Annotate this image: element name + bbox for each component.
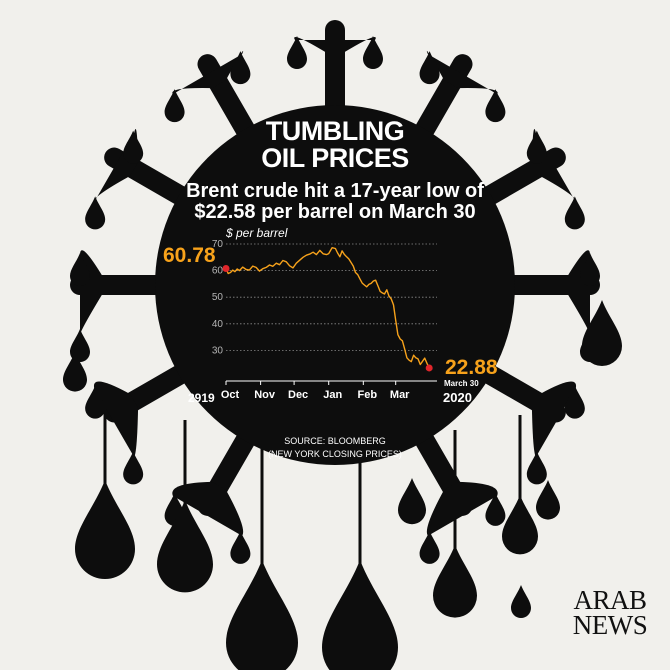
spike-drop xyxy=(419,51,440,85)
year-right-label: 2020 xyxy=(443,390,472,405)
oil-drop xyxy=(511,585,531,618)
end-point xyxy=(425,364,433,372)
spike-cap xyxy=(294,36,376,53)
oil-drops xyxy=(63,300,622,670)
end-date-label: March 30 xyxy=(444,379,479,388)
y-tick-label: 70 xyxy=(212,239,224,250)
subtitle-line-2: $22.58 per barrel on March 30 xyxy=(194,201,476,223)
spike-cap xyxy=(172,50,244,95)
spike-drop xyxy=(564,385,585,419)
start-value-label: 60.78 xyxy=(163,244,216,267)
end-value-label: 22.88 xyxy=(445,356,498,379)
y-tick-label: 60 xyxy=(212,266,224,277)
price-series-line xyxy=(225,246,430,369)
title-line-2: OIL PRICES xyxy=(261,143,409,173)
spike-drop xyxy=(230,530,251,564)
oil-drop xyxy=(63,352,87,392)
oil-drop xyxy=(75,480,135,579)
spike-cap xyxy=(172,481,244,536)
spike-cap xyxy=(426,50,498,95)
spike-drop xyxy=(70,253,90,286)
x-tick-label: Mar xyxy=(390,389,410,401)
y-tick-label: 40 xyxy=(212,319,224,330)
y-tick-label: 50 xyxy=(212,292,224,303)
oil-drop xyxy=(322,560,398,670)
oil-drop xyxy=(157,500,213,593)
oil-drop xyxy=(582,300,622,366)
spike-drop xyxy=(123,451,144,485)
oil-drop xyxy=(398,478,426,525)
start-point xyxy=(222,264,230,272)
subtitle-line-1: Brent crude hit a 17-year low of xyxy=(186,180,484,202)
year-left-label: 2919 xyxy=(188,391,215,405)
oil-drop xyxy=(433,545,477,618)
oil-drop xyxy=(536,480,560,520)
spike-drop xyxy=(85,196,106,230)
oil-drop xyxy=(502,495,538,555)
spike-drop xyxy=(526,130,547,164)
x-tick-label: Nov xyxy=(254,389,276,401)
x-tick-label: Oct xyxy=(221,389,240,401)
spike-drop xyxy=(419,530,440,564)
spike-drop xyxy=(164,89,185,123)
virus-body xyxy=(155,105,515,465)
x-tick-label: Dec xyxy=(288,389,308,401)
spike-cap xyxy=(531,381,577,458)
logo-line-2: NEWS xyxy=(572,609,648,640)
source-line-1: SOURCE: BLOOMBERG xyxy=(284,436,386,446)
oil-drop xyxy=(226,560,298,670)
y-axis-label: $ per barrel xyxy=(226,226,288,240)
spike-drop xyxy=(123,130,144,164)
logo-line-1: ARAB xyxy=(573,585,647,615)
x-tick-label: Jan xyxy=(323,389,342,401)
spike-drop xyxy=(363,36,383,69)
spike-drop xyxy=(526,451,547,485)
price-chart: 70 60 50 40 30 Oct Nov Dec Jan Feb Mar xyxy=(212,239,437,401)
y-tick-label: 30 xyxy=(212,345,224,356)
x-tick-label: Feb xyxy=(358,389,378,401)
spike-drop xyxy=(485,89,506,123)
spike-drop xyxy=(580,253,600,286)
arab-news-logo: ARAB NEWS xyxy=(560,585,660,640)
source-line-2: (NEW YORK CLOSING PRICES) xyxy=(268,449,402,459)
spike-drop xyxy=(287,36,307,69)
spike-drop xyxy=(564,196,585,230)
spike-cap xyxy=(426,481,498,536)
title-line-1: TUMBLING xyxy=(265,116,405,146)
spike-drop xyxy=(85,385,106,419)
spike-drop xyxy=(230,51,251,85)
spike-drop xyxy=(485,492,506,526)
